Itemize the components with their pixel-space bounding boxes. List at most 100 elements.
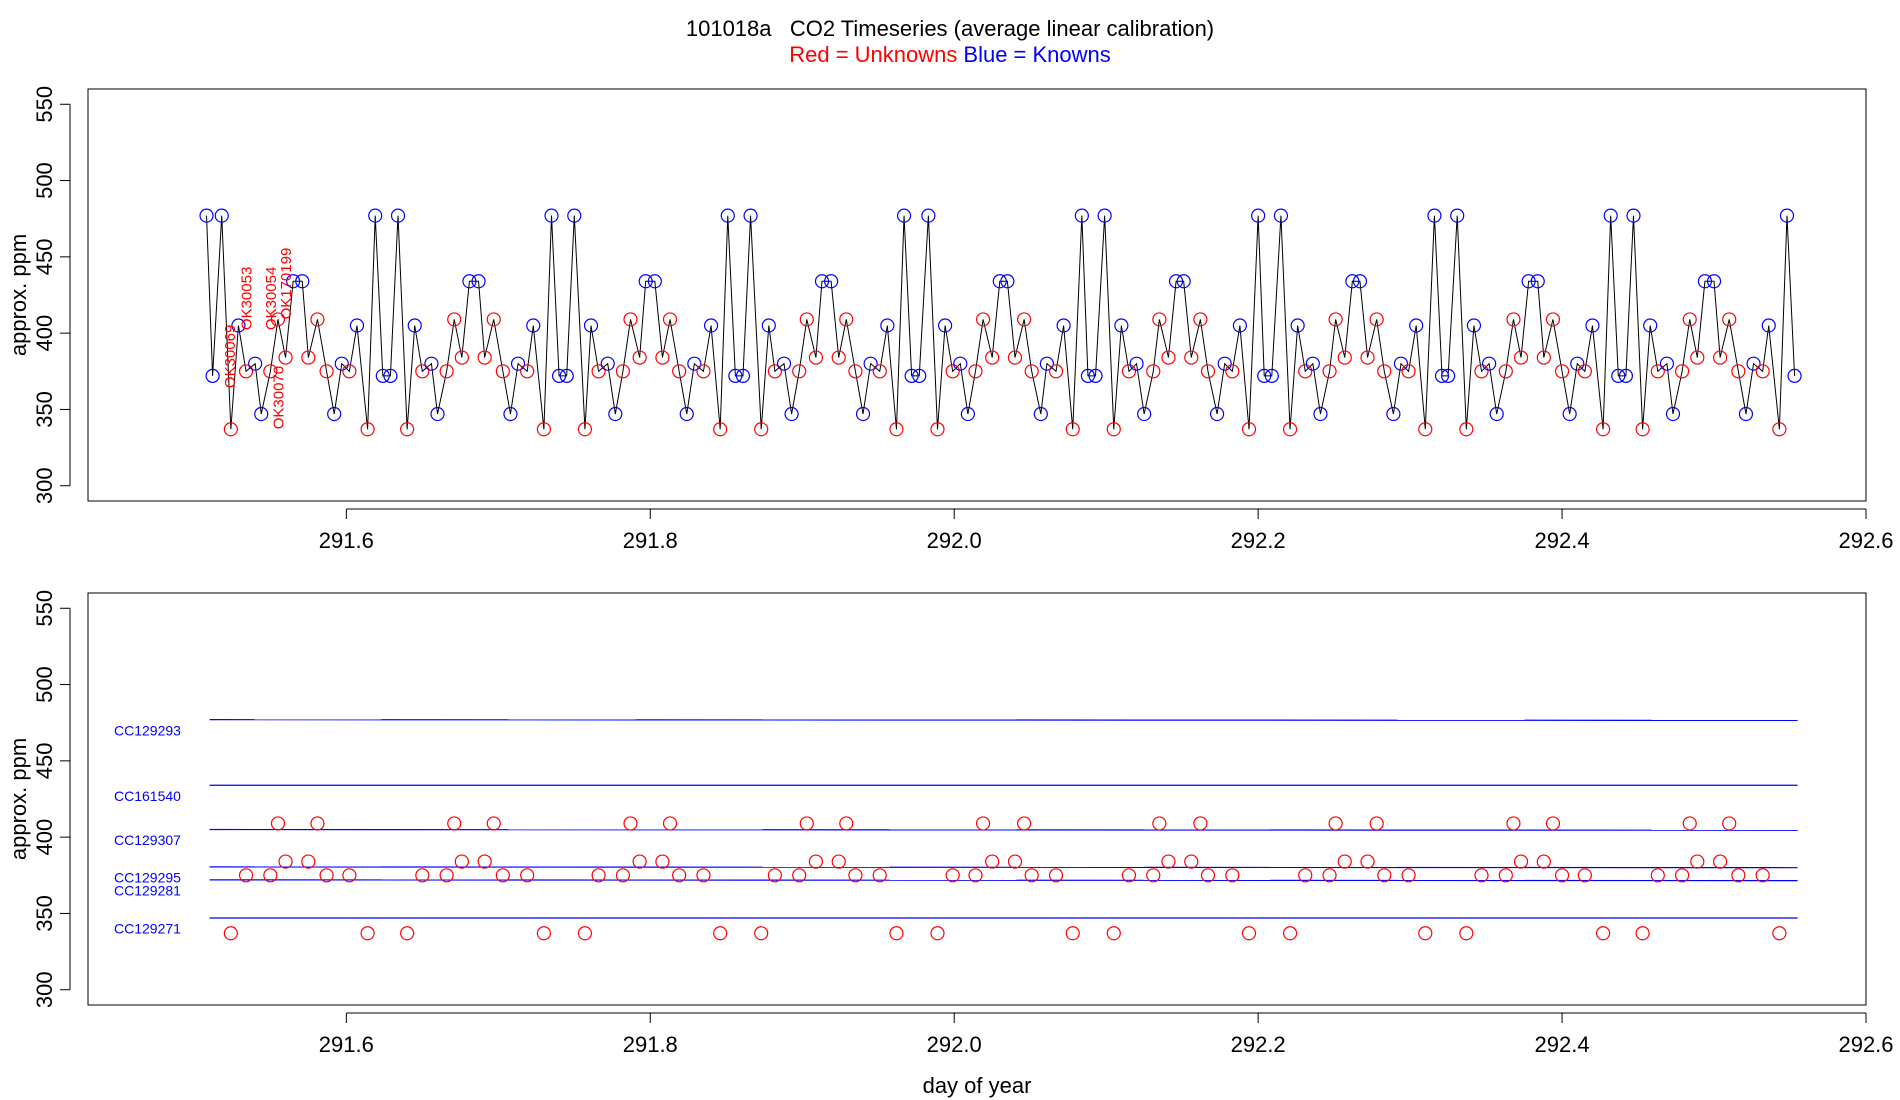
data-point — [1697, 274, 1713, 289]
data-point — [638, 274, 653, 289]
data-point — [526, 318, 541, 333]
data-point — [536, 926, 551, 941]
data-point — [447, 816, 462, 831]
data-point — [591, 364, 606, 379]
y-axis-label: approx. ppm — [6, 234, 31, 356]
data-point — [486, 312, 501, 327]
data-point — [1257, 368, 1272, 383]
data-point — [1393, 356, 1409, 371]
annotation: OK170199 — [278, 248, 295, 320]
data-point — [520, 364, 535, 379]
data-point — [1168, 274, 1184, 289]
data-point — [368, 208, 383, 223]
reference-line — [209, 719, 1798, 722]
data-point — [1635, 926, 1650, 941]
data-point — [1474, 868, 1489, 883]
x-tick-label: 292.2 — [1231, 528, 1286, 553]
data-point — [1184, 854, 1199, 869]
data-point — [559, 368, 574, 383]
data-point — [1554, 364, 1570, 379]
data-point — [1360, 854, 1375, 869]
data-point — [1106, 422, 1121, 437]
data-point — [985, 854, 1000, 869]
data-point — [655, 854, 670, 869]
data-point — [1369, 312, 1384, 327]
data-point — [477, 854, 492, 869]
data-point — [1146, 364, 1161, 379]
x-tick-label: 291.8 — [623, 528, 678, 553]
data-point — [904, 368, 919, 383]
data-point — [238, 364, 254, 379]
data-point — [1675, 364, 1690, 379]
data-point — [1024, 868, 1039, 883]
data-point — [1152, 312, 1167, 327]
data-point — [615, 868, 631, 883]
data-point — [1152, 816, 1167, 831]
data-point — [1313, 406, 1328, 422]
data-point — [503, 406, 518, 422]
data-point — [776, 356, 792, 371]
data-point — [945, 364, 960, 379]
data-point — [454, 854, 469, 869]
data-point — [945, 868, 960, 883]
data-point — [937, 318, 953, 333]
data-point — [1137, 406, 1152, 422]
data-point — [1328, 816, 1343, 831]
x-tick-label: 292.0 — [927, 528, 982, 553]
data-point — [975, 816, 991, 831]
data-point — [342, 364, 357, 379]
data-point — [703, 318, 719, 333]
data-point — [1761, 318, 1776, 333]
data-point — [1722, 816, 1737, 831]
y-tick-label: 350 — [32, 391, 57, 428]
data-point — [1210, 406, 1225, 422]
data-point — [784, 406, 799, 422]
data-point — [238, 868, 254, 883]
reference-label: CC129295 — [114, 870, 181, 886]
y-axis-label: approx. ppm — [6, 738, 31, 860]
data-point — [1498, 364, 1513, 379]
data-point — [1738, 406, 1754, 422]
data-point — [848, 868, 863, 883]
data-point — [1106, 926, 1121, 941]
data-point — [1200, 364, 1216, 379]
data-point — [1536, 854, 1551, 869]
y-tick-label: 550 — [32, 590, 57, 627]
x-tick-label: 291.8 — [623, 1032, 678, 1057]
data-point — [880, 318, 895, 333]
data-point — [1000, 274, 1015, 289]
data-point — [214, 208, 229, 223]
data-point — [767, 868, 782, 883]
data-point — [662, 312, 678, 327]
data-point — [1056, 318, 1071, 333]
y-tick-label: 400 — [32, 315, 57, 352]
data-point — [1337, 854, 1352, 869]
data-point — [454, 350, 469, 365]
data-point — [1530, 274, 1545, 289]
data-point — [814, 274, 830, 289]
data-point — [1345, 274, 1360, 289]
data-point — [415, 868, 430, 883]
data-point — [1146, 868, 1161, 883]
x-tick-label: 292.6 — [1838, 528, 1893, 553]
data-point — [495, 364, 510, 379]
legend-entry: Blue = Knowns — [963, 42, 1110, 67]
data-point — [1459, 422, 1474, 437]
y-tick-label: 500 — [32, 162, 57, 199]
data-point — [223, 926, 238, 941]
data-point — [1755, 868, 1770, 883]
data-point — [1048, 868, 1064, 883]
data-point — [1241, 422, 1257, 437]
data-point — [342, 868, 357, 883]
data-point — [1352, 274, 1368, 289]
x-tick-label: 291.6 — [319, 1032, 374, 1057]
data-point — [1129, 356, 1144, 371]
data-point — [975, 312, 991, 327]
data-point — [743, 208, 758, 223]
x-tick-label: 292.0 — [927, 1032, 982, 1057]
data-point — [1377, 868, 1392, 883]
data-point — [577, 926, 593, 941]
legend-entry: Red = Unknowns — [789, 42, 957, 67]
data-point — [863, 356, 878, 371]
data-point — [1298, 364, 1313, 379]
